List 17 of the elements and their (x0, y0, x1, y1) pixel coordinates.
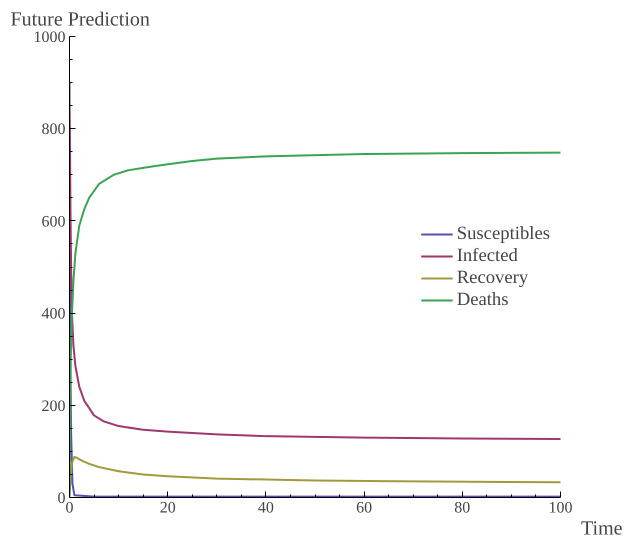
y-axis-title: Future Prediction (10, 8, 150, 30)
x-axis-title: Time (580, 518, 623, 539)
y-tick-label: 200 (42, 398, 66, 415)
x-tick-label: 60 (356, 500, 372, 516)
y-tick-label: 800 (42, 121, 66, 138)
y-tick-label: 600 (42, 213, 66, 230)
x-tick-label: 80 (454, 500, 470, 516)
legend-label: Deaths (456, 288, 509, 310)
y-tick-label: 400 (42, 306, 66, 323)
legend-label: Susceptibles (456, 222, 550, 244)
legend-label: Recovery (456, 266, 528, 288)
x-tick-label: 100 (548, 500, 572, 516)
x-tick-label: 40 (258, 500, 274, 516)
legend-label: Infected (456, 244, 518, 266)
line-series (70, 104, 560, 440)
x-tick-label: 20 (160, 500, 176, 516)
y-tick-label: 1000 (34, 29, 66, 46)
